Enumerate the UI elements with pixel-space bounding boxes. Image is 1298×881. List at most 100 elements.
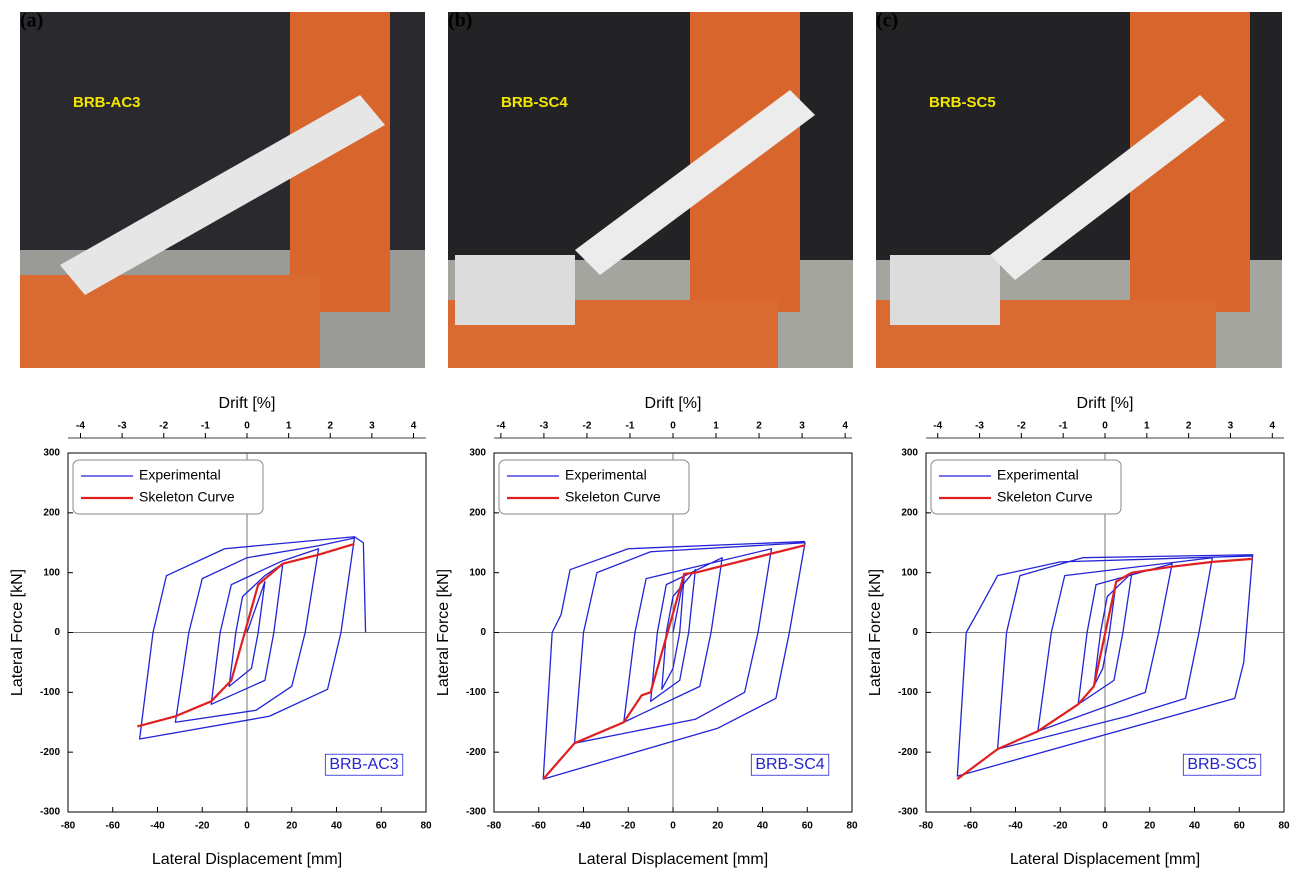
x-tick-label: -40	[576, 821, 591, 832]
x-tick-label: 0	[244, 821, 250, 832]
y-tick-label: 200	[43, 507, 60, 518]
panel-label: (a)	[20, 10, 43, 32]
x-tick-label: -40	[150, 821, 165, 832]
x2-tick-label: 2	[327, 421, 333, 432]
x-tick-label: 0	[670, 821, 676, 832]
annotation: BRB-SC4	[755, 756, 824, 773]
x-tick-label: 60	[1234, 821, 1246, 832]
y-tick-label: -100	[466, 687, 486, 698]
x2-tick-label: -3	[118, 421, 127, 432]
x2-tick-label: -2	[159, 421, 168, 432]
x2-tick-label: 4	[842, 421, 848, 432]
legend-label: Skeleton Curve	[139, 489, 235, 505]
x2-tick-label: 1	[1144, 421, 1150, 432]
x-tick-label: 80	[1278, 821, 1290, 832]
y-tick-label: -100	[40, 687, 60, 698]
x-tick-label: -60	[532, 821, 547, 832]
skeleton-line	[956, 557, 1253, 780]
y-tick-label: -300	[40, 807, 60, 818]
x2-tick-label: 4	[1270, 421, 1276, 432]
x2-tick-label: -2	[1017, 421, 1026, 432]
x2-tick-label: -4	[933, 421, 942, 432]
legend-label: Experimental	[997, 467, 1079, 483]
y-tick-label: 300	[901, 448, 918, 459]
legend-label: Experimental	[565, 467, 647, 483]
experimental-line	[542, 540, 806, 780]
y-axis-title: Lateral Force [kN]	[867, 569, 884, 696]
x-tick-label: -80	[61, 821, 76, 832]
x-axis-title: Lateral Displacement [mm]	[578, 851, 768, 868]
panel-label: (c)	[876, 10, 898, 32]
x-tick-label: -80	[919, 821, 934, 832]
x2-tick-label: 1	[286, 421, 292, 432]
x2-tick-label: -1	[626, 421, 635, 432]
x-tick-label: 60	[376, 821, 388, 832]
skeleton-line	[137, 542, 355, 728]
annotation: BRB-SC5	[1187, 756, 1256, 773]
x2-tick-label: -4	[496, 421, 505, 432]
x-tick-label: 20	[1144, 821, 1156, 832]
x2-axis-title: Drift [%]	[1077, 395, 1134, 412]
photo-b	[448, 12, 853, 368]
y-tick-label: 100	[43, 567, 60, 578]
x-tick-label: 20	[286, 821, 298, 832]
x2-tick-label: 3	[1228, 421, 1234, 432]
annotation-box	[750, 753, 830, 776]
x2-tick-label: 0	[244, 421, 250, 432]
x-axis-title: Lateral Displacement [mm]	[1010, 851, 1200, 868]
x2-tick-label: -2	[582, 421, 591, 432]
y-tick-label: -300	[466, 807, 486, 818]
photo-a	[20, 12, 425, 368]
x2-axis-title: Drift [%]	[219, 395, 276, 412]
x-tick-label: 40	[331, 821, 343, 832]
photo-label: BRB-SC5	[929, 94, 996, 111]
y-tick-label: 0	[912, 627, 918, 638]
x-tick-label: 80	[846, 821, 858, 832]
legend-label: Skeleton Curve	[565, 489, 661, 505]
y-tick-label: 300	[43, 448, 60, 459]
legend-box	[930, 459, 1122, 515]
x2-tick-label: -4	[76, 421, 85, 432]
y-tick-label: 300	[469, 448, 486, 459]
x-tick-label: 40	[1189, 821, 1201, 832]
x2-tick-label: 3	[369, 421, 375, 432]
y-tick-label: -100	[898, 687, 918, 698]
y-tick-label: 200	[901, 507, 918, 518]
x-tick-label: 80	[420, 821, 432, 832]
x-tick-label: -20	[195, 821, 210, 832]
legend-label: Skeleton Curve	[997, 489, 1093, 505]
x2-tick-label: 4	[411, 421, 417, 432]
y-axis-title: Lateral Force [kN]	[9, 569, 26, 696]
y-tick-label: 100	[469, 567, 486, 578]
y-tick-label: 200	[469, 507, 486, 518]
y-tick-label: -200	[40, 747, 60, 758]
annotation-box	[324, 753, 404, 776]
x2-tick-label: 0	[670, 421, 676, 432]
legend-box	[498, 459, 690, 515]
x-tick-label: -80	[487, 821, 502, 832]
annotation: BRB-AC3	[329, 756, 398, 773]
y-tick-label: -200	[898, 747, 918, 758]
experimental-line	[138, 536, 367, 740]
y-axis-title: Lateral Force [kN]	[435, 569, 452, 696]
legend-label: Experimental	[139, 467, 221, 483]
y-tick-label: -200	[466, 747, 486, 758]
x-axis-title: Lateral Displacement [mm]	[152, 851, 342, 868]
x2-tick-label: 1	[713, 421, 719, 432]
photo-label: BRB-SC4	[501, 94, 568, 111]
x2-tick-label: -3	[539, 421, 548, 432]
x2-axis-title: Drift [%]	[645, 395, 702, 412]
skeleton-line	[542, 544, 806, 780]
y-tick-label: 0	[54, 627, 60, 638]
x2-tick-label: -3	[975, 421, 984, 432]
legend-box	[72, 459, 264, 515]
x-tick-label: 20	[712, 821, 724, 832]
x2-tick-label: 3	[799, 421, 805, 432]
experimental-line	[956, 554, 1254, 777]
x2-tick-label: 2	[756, 421, 762, 432]
x-tick-label: -20	[1053, 821, 1068, 832]
annotation-box	[1182, 753, 1262, 776]
x-tick-label: -20	[621, 821, 636, 832]
photo-label: BRB-AC3	[73, 94, 141, 111]
